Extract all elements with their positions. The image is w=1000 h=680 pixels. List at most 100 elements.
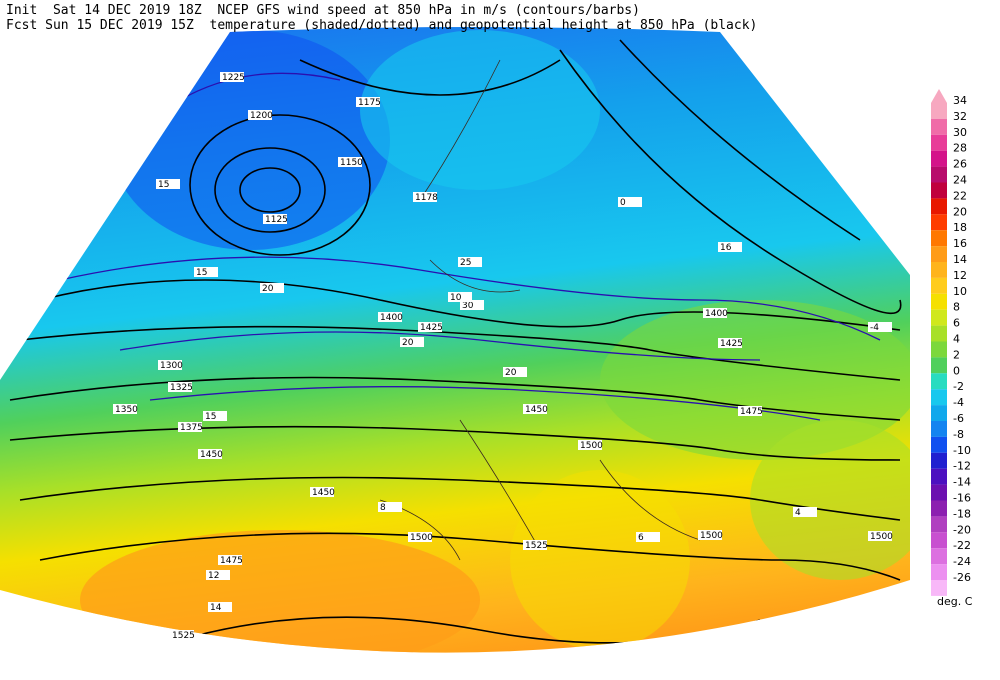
map-label: 1178 [415,193,438,203]
map-label: 1450 [312,488,335,498]
colorbar-box [931,373,947,390]
label-box [868,531,892,541]
colorbar-box [931,405,947,421]
colorbar-box [931,134,947,151]
colorbar-box [931,436,947,453]
colorbar-label: 26 [953,158,967,171]
label-box [206,570,230,580]
colorbar-units: deg. C [937,595,973,608]
map-label: -4 [870,323,879,333]
label-box [310,487,334,497]
map-label: 1475 [220,556,243,566]
label-box [168,382,192,392]
colorbar-box [931,468,947,485]
colorbar-box [931,484,947,501]
colorbar-box [931,532,947,549]
label-box [460,300,484,310]
colorbar-label: 24 [953,174,967,187]
map-area [0,27,910,653]
map-label: 8 [380,503,386,513]
map-label: 20 [402,338,414,348]
label-box [636,532,660,542]
colorbar-label: -6 [953,412,964,425]
label-box [203,411,227,421]
map-label: 1125 [265,215,288,225]
colorbar-label: 22 [953,189,967,202]
label-box [378,502,402,512]
label-box [523,540,547,550]
colorbar-box [931,277,947,294]
colorbar-label: 28 [953,142,967,155]
map-label: 1525 [525,541,548,551]
map-label: 16 [720,243,732,253]
colorbar-label: -24 [953,555,971,568]
map-label: 1475 [740,407,763,417]
label-box [158,360,182,370]
colorbar-label: 20 [953,205,967,218]
map-label: 0 [620,198,626,208]
map-label: 1450 [200,450,223,460]
colorbar-box [931,118,947,135]
map-label: 10 [450,293,462,303]
map-label: 20 [505,368,517,378]
label-box [378,312,402,322]
colorbar-label: 18 [953,221,967,234]
map-label: 12 [208,571,219,581]
colorbar-box [931,182,947,199]
label-box [178,422,202,432]
colorbar-label: -22 [953,539,971,552]
map-label: 14 [210,603,222,613]
map-label: 1200 [250,111,273,121]
colorbar-box [931,389,947,406]
colorbar-box [931,166,947,183]
label-box [793,507,817,517]
label-box [113,404,137,414]
map-label: 1350 [115,405,138,415]
colorbar-label: -20 [953,523,971,536]
map-label: 1375 [180,423,203,433]
colorbar-label: -16 [953,492,971,505]
map-label: 1175 [358,98,381,108]
label-box [248,110,272,120]
label-box [418,322,442,332]
colorbar-box [931,421,947,437]
map-label: 25 [460,258,471,268]
map-label: 4 [795,508,801,518]
colorbar: 3432302826242220181614121086420-2-4-6-8-… [931,89,971,596]
map-label: 1500 [870,532,893,542]
map-label: 1500 [410,533,433,543]
label-box [868,322,892,332]
colorbar-label: 6 [953,317,960,330]
shade-area [80,530,480,653]
colorbar-label: 8 [953,301,960,314]
label-box [170,630,194,640]
label-box [718,242,742,252]
label-box [400,337,424,347]
label-box [703,308,727,318]
label-box [448,292,472,302]
colorbar-box [931,500,947,517]
map-labels: 1225120011751150117811251300132513501375… [113,72,893,641]
map-label: 1500 [580,441,603,451]
colorbar-box [931,580,947,596]
colorbar-arrow [931,89,947,103]
label-box [198,449,222,459]
colorbar-label: 14 [953,253,967,266]
shade-area [360,30,600,190]
label-box [698,530,722,540]
colorbar-label: -18 [953,507,971,520]
map-label: 1400 [380,313,403,323]
colorbar-label: -12 [953,460,971,473]
label-box [408,532,432,542]
map-label: 15 [158,180,169,190]
map-label: 30 [462,301,474,311]
colorbar-box [931,150,947,167]
header-line: Init Sat 14 DEC 2019 18Z NCEP GFS wind s… [6,3,640,18]
colorbar-box [931,564,947,580]
map-label: 1325 [170,383,193,393]
label-box [718,338,742,348]
map-label: 1425 [420,323,443,333]
header-line: Fcst Sun 15 DEC 2019 15Z temperature (sh… [6,18,757,33]
colorbar-box [931,230,947,247]
